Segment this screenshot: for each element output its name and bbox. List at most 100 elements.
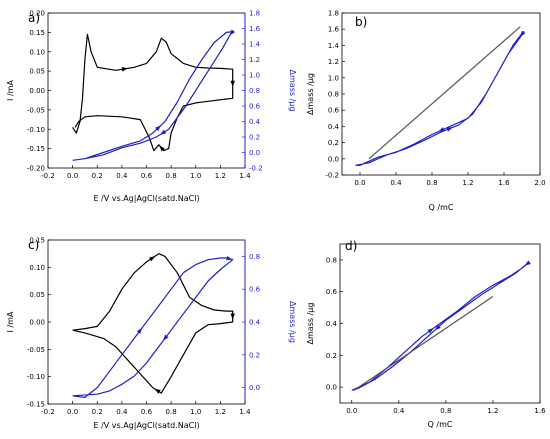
y-tick-label: 1.8: [328, 10, 339, 18]
series-1-line: [72, 257, 234, 398]
series-1-line: [353, 296, 494, 391]
series-1-arrow: [229, 29, 236, 36]
y-tick-label: -0.20: [27, 165, 45, 173]
y-tick-label: 0.20: [29, 10, 45, 18]
y-tick-label: -0.15: [27, 145, 45, 153]
x-tick-label: 1.2: [487, 407, 498, 415]
x-axis-label: E /V vs.Ag|AgCl(satd.NaCl): [93, 194, 199, 203]
y-tick-label: 0.0: [326, 384, 337, 392]
x-axis-label: E /V vs.Ag|AgCl(satd.NaCl): [93, 421, 199, 430]
y2-tick-label: 0.0: [249, 149, 260, 157]
y-tick-label: 0.00: [29, 87, 45, 95]
y-tick-label: 0.0: [328, 155, 339, 163]
plot-frame: [47, 12, 246, 169]
series-0-arrow: [434, 324, 441, 331]
y-tick-label: 0.10: [29, 264, 45, 272]
x-tick-label: 0.6: [141, 408, 153, 416]
y-tick-label: 0.15: [29, 237, 45, 245]
x-tick-label: 1.2: [215, 408, 226, 416]
panel-label: c): [28, 238, 39, 252]
series-1-arrow: [155, 125, 161, 131]
series-0-arrow: [148, 256, 156, 262]
x-tick-label: 0.0: [67, 408, 78, 416]
y-axis-label: Δmass /μg: [306, 303, 315, 345]
series-0-arrow: [159, 145, 165, 152]
panel-label: a): [28, 11, 40, 25]
y-axis-label: I /mA: [6, 311, 15, 332]
y2-tick-label: 0.8: [249, 87, 260, 95]
series-0-line: [355, 31, 525, 166]
x-tick-label: 1.2: [215, 172, 226, 180]
x-tick-label: 0.8: [166, 408, 177, 416]
series-1-arrow: [163, 334, 169, 341]
x-tick-label: 0.6: [141, 172, 153, 180]
x-tick-label: 0.0: [346, 407, 357, 415]
panel-b-chart: 0.0 0.4 0.8 1.2 1.6 2.0 -0.2 0.0 0.2 0.4 0.6 0.8 1.0…: [306, 10, 546, 213]
x-tick-label: -0.2: [41, 172, 55, 180]
y-tick-label: 0.8: [326, 256, 337, 264]
y-tick-label: 0.6: [328, 107, 340, 115]
x-tick-label: 1.0: [190, 408, 201, 416]
x-tick-label: 0.8: [166, 172, 177, 180]
x-axis-label: Q /mC: [429, 203, 454, 212]
y-tick-label: 1.6: [328, 26, 340, 34]
panel-label: d): [345, 239, 357, 253]
panel-c-chart: -0.2 0.0 0.2 0.4 0.6 0.8 1.0 1.2 1.4 -0.15 -0.10 -0…: [6, 237, 297, 431]
panel-d-chart: 0.0 0.4 0.8 1.2 1.6 0.0 0.2 0.4 0.6 0.8 Q /mC Δmass…: [306, 239, 546, 429]
y-tick-label: -0.05: [27, 106, 45, 114]
y-tick-label: -0.05: [27, 346, 45, 354]
x-tick-label: 0.4: [390, 179, 402, 187]
y-tick-label: -0.10: [27, 126, 45, 134]
series-0-arrow: [121, 67, 128, 72]
y2-tick-label: 0.2: [249, 351, 260, 359]
y-tick-label: 1.4: [328, 42, 340, 50]
y-tick-label: 0.05: [29, 68, 45, 76]
panel-label: b): [355, 15, 367, 29]
x-tick-label: 1.4: [239, 172, 251, 180]
x-tick-label: 0.2: [92, 172, 103, 180]
y2-tick-label: 1.2: [249, 56, 260, 64]
series-0-arrow: [438, 127, 445, 132]
x-tick-label: 2.0: [534, 179, 545, 187]
y-tick-label: 1.0: [328, 74, 339, 82]
x-tick-label: 1.0: [190, 172, 201, 180]
x-axis-label: Q /mC: [428, 420, 453, 429]
x-tick-label: 1.6: [498, 179, 510, 187]
y2-tick-label: 0.4: [249, 118, 261, 126]
y-tick-label: 0.6: [326, 288, 338, 296]
y2-tick-label: 1.8: [249, 10, 260, 18]
y-tick-label: 0.8: [328, 91, 339, 99]
y2-axis-label: Δmass /μg: [288, 70, 297, 112]
x-tick-label: 1.2: [462, 179, 473, 187]
y-tick-label: 0.00: [29, 319, 45, 327]
y-axis-label: Δmass /μg: [306, 73, 315, 115]
y-tick-label: -0.2: [325, 172, 339, 180]
y-tick-label: 1.2: [328, 58, 339, 66]
series-1-arrow: [136, 327, 143, 334]
x-tick-label: 1.4: [239, 408, 251, 416]
x-tick-label: -0.2: [41, 408, 55, 416]
x-tick-label: 0.0: [67, 172, 78, 180]
x-tick-label: 0.8: [426, 179, 437, 187]
series-1-arrow: [226, 256, 233, 261]
y-tick-label: 0.4: [328, 123, 340, 131]
series-0-arrow: [446, 127, 453, 132]
y2-tick-label: 0.6: [249, 286, 261, 294]
series-0-line: [72, 253, 234, 394]
y-tick-label: -0.15: [27, 401, 45, 409]
plot-frame: [341, 12, 541, 176]
y-tick-label: 0.4: [326, 320, 338, 328]
y2-tick-label: -0.2: [249, 165, 263, 173]
x-tick-label: 0.0: [354, 179, 365, 187]
y-tick-label: -0.10: [27, 373, 45, 381]
y2-tick-label: 0.4: [249, 319, 261, 327]
x-tick-label: 1.6: [534, 407, 546, 415]
y2-tick-label: 1.4: [249, 41, 261, 49]
y-tick-label: 0.10: [29, 48, 45, 56]
y-tick-label: 0.05: [29, 291, 45, 299]
series-0-arrow: [427, 328, 434, 334]
x-tick-label: 0.8: [440, 407, 451, 415]
x-tick-label: 0.2: [92, 408, 103, 416]
y2-tick-label: 1.0: [249, 72, 260, 80]
